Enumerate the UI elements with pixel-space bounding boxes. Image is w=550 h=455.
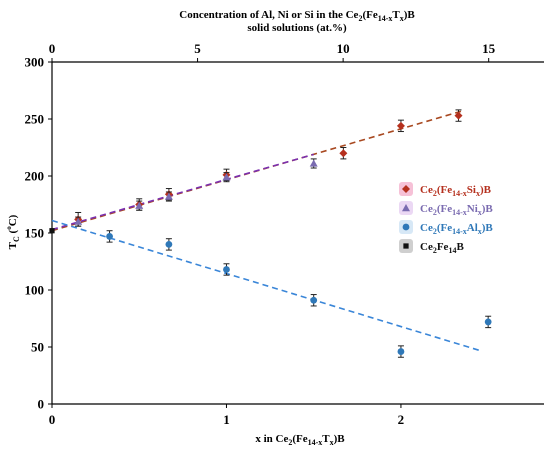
fe-legend-label-part: Fe <box>437 241 449 253</box>
si-legend-label-part: )B <box>480 184 492 196</box>
y-tick-label: 200 <box>25 169 45 184</box>
si-point <box>339 149 348 158</box>
ni-point <box>309 159 318 167</box>
fe-legend-marker <box>403 243 409 249</box>
al-point <box>484 318 492 326</box>
si-legend-label-part: Ce <box>420 184 433 196</box>
fe-legend-label-part: Ce <box>420 241 433 253</box>
al-legend-label-part: Ce <box>420 222 433 234</box>
ni-legend-label-part: Ce <box>420 203 433 215</box>
top-axis-title-sub: 2 <box>358 14 362 23</box>
x-tick-label: 1 <box>223 412 230 427</box>
ni-fit-line <box>51 153 314 231</box>
x-axis-title-sub: 14-x <box>308 438 323 447</box>
top-axis-title-line1: Concentration of Al, Ni or Si in the Ce2… <box>179 9 415 23</box>
ni-point <box>164 192 173 200</box>
si-legend-label: Ce2(Fe14-xSix)B <box>420 184 492 198</box>
al-point <box>165 241 173 248</box>
x-tick-label: 0 <box>49 412 56 427</box>
y-axis-title-part: C) <box>7 214 19 226</box>
si-legend-label-part: 2 <box>433 189 437 198</box>
al-legend-label: Ce2(Fe14-xAlx)B <box>420 222 493 236</box>
ni-legend-label-part: 14-x <box>452 208 467 217</box>
al-legend-label-part: 14-x <box>452 227 467 236</box>
y-axis-title-sub: C <box>12 236 21 242</box>
al-legend-label-part: )B <box>482 222 494 234</box>
plot-area <box>52 62 544 404</box>
al-legend-label-part: x <box>478 227 482 236</box>
top-axis-title-part: T <box>392 9 400 21</box>
al-point <box>223 266 230 273</box>
ni-point <box>135 201 144 209</box>
axes: 0 50 100 150 200 250 300 0 1 2 0 5 10 15 <box>25 41 544 427</box>
si-legend-label-part: (Fe <box>437 184 452 196</box>
x-axis-title: x in Ce2(Fe14-xTx)B <box>255 433 345 447</box>
al-legend-label-part: 2 <box>433 227 437 236</box>
al-legend-label-part: (Fe <box>437 222 452 234</box>
x-axis-title-part: T <box>322 433 330 445</box>
fe-legend-label-part: 2 <box>433 246 437 255</box>
y-tick-label: 0 <box>38 397 45 412</box>
x-axis-title-part: x in Ce <box>255 433 288 445</box>
al-fit-line <box>51 219 480 352</box>
al-point <box>310 296 318 304</box>
al-point <box>106 233 113 240</box>
ni-point <box>74 217 83 225</box>
y-axis-title-sup: o <box>5 226 13 230</box>
x-axis-title-sub: 2 <box>288 438 292 447</box>
fe-legend-label-part: B <box>456 241 464 253</box>
fit-lines <box>51 110 480 352</box>
top-axis-title-sub: 14-x <box>378 14 393 23</box>
top-axis-title-line2: solid solutions (at.%) <box>247 22 347 34</box>
y-tick-label: 50 <box>31 340 44 355</box>
legend: Ce2(Fe14-xSix)BCe2(Fe14-xNix)BCe2(Fe14-x… <box>399 182 493 255</box>
y-axis-title-part: ( <box>7 229 19 236</box>
ni-legend-label-part: 2 <box>433 208 437 217</box>
x-tick-label: 2 <box>398 412 405 427</box>
fe-legend-label-part: 14 <box>448 246 456 255</box>
si-point <box>454 111 463 120</box>
y-axis-title: TC (oC) <box>5 214 21 249</box>
y-tick-label: 250 <box>25 112 45 127</box>
y-tick-label: 300 <box>25 55 45 70</box>
al-point <box>397 348 405 355</box>
al-legend-label-part: Al <box>467 222 478 234</box>
ni-legend-label-part: Ni <box>467 203 478 215</box>
y-tick-label: 150 <box>25 226 45 241</box>
ni-legend-label: Ce2(Fe14-xNix)B <box>420 203 493 217</box>
ni-legend-label-part: )B <box>482 203 494 215</box>
si-legend-marker <box>402 185 410 193</box>
top-tick-label: 10 <box>337 41 350 56</box>
ni-legend-label-part: x <box>478 208 482 217</box>
top-axis-title-sub: x <box>400 14 404 23</box>
data-points <box>49 109 492 358</box>
fe-legend-label: Ce2Fe14B <box>420 241 464 255</box>
top-axis-title-part: (Fe <box>362 9 377 21</box>
top-axis-title-part: Concentration of Al, Ni or Si in the Ce <box>179 9 358 21</box>
top-tick-label: 15 <box>482 41 496 56</box>
top-tick-label: 0 <box>49 41 56 56</box>
al-legend-marker <box>402 223 410 231</box>
x-axis-title-part: (Fe <box>292 433 307 445</box>
top-axis-title-part: )B <box>404 9 416 21</box>
ni-legend-label-part: (Fe <box>437 203 452 215</box>
si-legend-label-part: Si <box>467 184 476 196</box>
fe-point <box>49 228 55 234</box>
si-point <box>396 121 405 130</box>
y-axis-title-part: T <box>7 241 19 249</box>
plot-background <box>52 62 544 404</box>
x-axis-title-sub: x <box>330 438 334 447</box>
ni-legend-marker <box>402 204 410 212</box>
x-axis-title-part: )B <box>334 433 346 445</box>
si-legend-label-part: x <box>476 189 480 198</box>
top-tick-label: 5 <box>194 41 201 56</box>
si-legend-label-part: 14-x <box>452 189 467 198</box>
ni-point <box>222 173 231 181</box>
y-tick-label: 100 <box>25 283 45 298</box>
